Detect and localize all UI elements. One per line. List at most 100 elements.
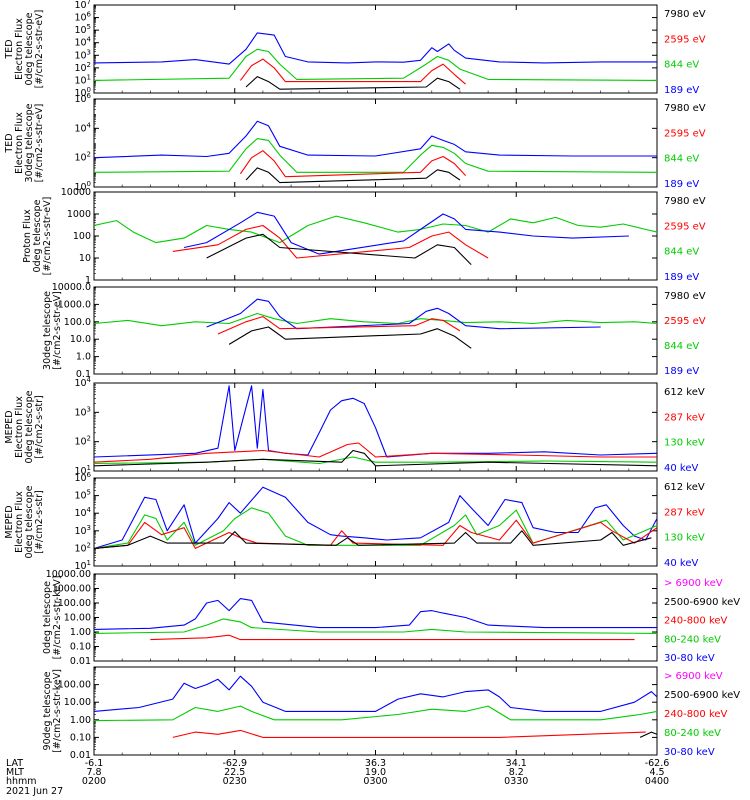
panel-frame [93,286,658,375]
legend-entry: 189 eV [664,179,699,190]
y-tick-label: 104 [74,376,91,389]
series-line-240-800-keV [172,729,646,738]
y-tick-label: 1 [85,275,91,286]
series-line-844-eV [94,215,657,244]
y-tick-label: 1.0 [76,352,91,363]
y-tick-label: 100.00 [58,598,91,609]
series-line-189-eV [183,211,629,255]
legend-entry: 80-240 keV [664,634,721,645]
series-line-2595-eV [172,224,489,259]
x-axis-label-hhmm: hhmm [6,776,37,787]
y-tick-label: 0.10 [70,732,91,743]
series-line-7980-eV [228,326,472,349]
series-line-7980-eV [245,167,461,184]
series-line-80-240-keV [94,705,657,722]
legend-entry: 40 keV [664,463,698,474]
series-line-287-keV [94,442,657,463]
series-group [94,298,657,349]
y-tick-label: 105 [74,23,91,36]
y-axis-label: Electron Flux [14,491,25,553]
y-axis-label: 0deg telescope [24,485,35,558]
legend-entry: 30-80 keV [664,653,715,664]
y-tick-label: 1000.0 [58,299,91,310]
y-tick-label: 103 [74,524,91,537]
y-axis-label: 30deg telescope [24,103,35,182]
series-group [94,120,657,184]
series-line-30-80-keV [94,675,657,712]
y-tick-label: 102 [74,435,91,448]
y-tick-label: 105 [74,489,91,502]
y-tick-label: 10000.0 [52,282,91,293]
panel-frame [93,191,658,281]
y-tick-label: 100.00 [58,680,91,691]
series-line-844-eV [94,138,657,173]
y-tick-label: 102 [74,541,91,554]
y-tick-label: 101 [74,73,91,86]
y-axis-label: TED [4,133,15,153]
legend-entry: 844 eV [664,60,699,71]
x-tick-label-lat: -62.9 [222,758,247,769]
y-tick-label: 102 [74,151,91,164]
legend-entry: 7980 eV [664,196,706,207]
series-line-40-keV [94,385,657,458]
legend-entry: 287 keV [664,412,705,423]
y-tick-label: 102 [74,61,91,74]
y-tick-label: 1000 [67,209,91,220]
y-tick-label: 1000.00 [52,584,91,595]
y-axis-label: Electron Flux [14,18,25,80]
x-tick-label-lat: -62.6 [645,758,670,769]
legend-entry: 2595 eV [664,128,706,139]
y-tick-label: 1.00 [70,715,91,726]
y-tick-label: 0.1 [76,369,91,380]
series-group [94,675,657,738]
series-line-240-800-keV [150,634,635,641]
y-axis-label: Electron Flux [14,396,25,458]
legend-entry: 189 eV [664,272,699,283]
legend-entry: 240-800 keV [664,709,728,720]
legend-entry: 2500-6900 keV [664,597,740,608]
y-axis-label: [#/cm2-s-str-eV] [34,10,45,89]
series-line-2595-eV [239,58,466,85]
series-group [94,385,657,467]
y-tick-label: 10.0 [70,334,91,345]
x-tick-label-hhmm: 0400 [645,776,669,787]
y-tick-label: 104 [74,36,91,49]
x-tick-label-hhmm: 0330 [504,776,528,787]
series-line-2500-6900-keV [639,731,657,738]
panel-8: 0.01 0.10 1.00 10.00 100.00 90deg telescope [#… [42,666,740,761]
x-tick-label-hhmm: 0200 [82,776,106,787]
y-axis-label: [#/cm2-s-str] [34,490,45,553]
legend-entry: 240-800 keV [664,616,728,627]
y-tick-label: 0.10 [70,642,91,653]
series-group [94,32,657,90]
y-tick-label: 100.0 [64,317,91,328]
y-axis-label: Proton Flux [22,209,33,263]
y-tick-label: 107 [74,0,91,11]
legend-entry: 130 keV [664,533,705,544]
y-tick-label: 0.01 [70,656,91,667]
y-axis-label: 0deg telescope [32,199,43,272]
y-tick-label: 106 [74,11,91,24]
legend-entry: 2595 eV [664,316,706,327]
y-tick-label: 103 [74,405,91,418]
y-axis-label: 30deg telescope [42,291,53,370]
y-tick-label: 10000 [61,187,91,198]
x-tick-label-lat: -6.1 [85,758,104,769]
y-tick-label: 100 [73,231,91,242]
legend-entry: 612 keV [664,482,705,493]
y-tick-label: 1.00 [70,627,91,638]
y-axis-label: MEPED [4,505,15,538]
x-tick-label-mlt: 8.2 [509,767,524,778]
legend-entry: 189 eV [664,85,699,96]
y-axis-label: [#/cm2-s-str-eV] [42,197,53,276]
y-tick-label: 104 [74,506,91,519]
legend-entry: > 6900 keV [664,578,723,589]
y-tick-label: 106 [74,471,91,484]
y-axis-label: [#/cm2-s-str-eV] [52,291,63,370]
y-axis-label: MEPED [4,410,15,443]
x-axis-label-lat: LAT [6,758,23,769]
x-tick-label-lat: 34.1 [506,758,527,769]
